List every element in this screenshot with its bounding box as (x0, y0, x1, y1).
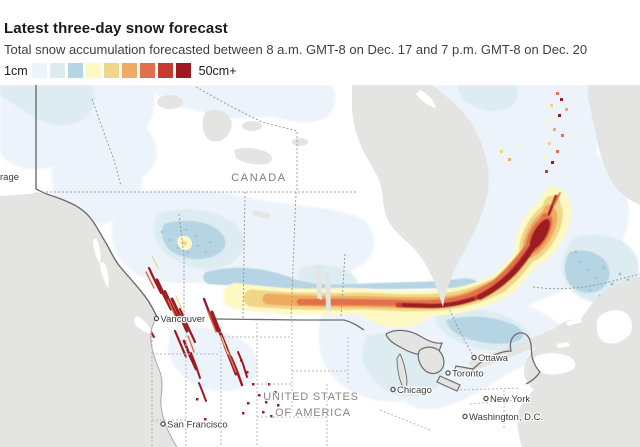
label-san-francisco: San Francisco (167, 420, 228, 431)
legend-swatch-8 (157, 63, 173, 78)
southampton-island (416, 90, 436, 108)
arctic-island-1 (157, 95, 183, 109)
chicago-dot (390, 386, 396, 393)
label-anchorage-partial: rage (0, 172, 19, 183)
vancouver-island (134, 316, 152, 334)
legend-swatch-6 (121, 63, 137, 78)
lake-athabasca (252, 210, 270, 219)
new-york-dot (483, 395, 489, 402)
panhandle-islands (100, 262, 109, 288)
ottawa-dot (471, 354, 477, 361)
solid-borders (35, 85, 541, 447)
city-markers (153, 315, 489, 427)
legend-min-label: 1cm (4, 63, 28, 78)
toronto-dot (445, 370, 451, 376)
newfoundland (596, 310, 632, 344)
san-francisco-dot (160, 421, 166, 427)
arctic-island-3 (292, 138, 308, 146)
label-ottawa: Ottawa (478, 353, 509, 364)
legend-swatch-3 (67, 63, 83, 78)
prince-edward-island (556, 342, 570, 348)
st-lawrence-river (468, 324, 572, 370)
lake-winnipeg (316, 264, 331, 312)
lake-michigan (396, 353, 408, 389)
color-legend: 1cm 50cm+ (4, 63, 636, 78)
davis-strait (588, 85, 640, 205)
vancouver-dot (153, 315, 160, 322)
lake-huron (417, 346, 445, 375)
legend-swatch-2 (49, 63, 65, 78)
label-new-york: New York (490, 394, 530, 405)
label-united-states-line2: OF AMERICA (275, 407, 351, 419)
haida-gwaii (93, 238, 101, 264)
hudson-bay-west-lowland (367, 135, 400, 159)
city-labels: Vancouver San Francisco Chicago Toronto … (159, 313, 544, 432)
bc-yellow-patch (177, 235, 193, 251)
label-vancouver: Vancouver (161, 314, 206, 325)
great-slave-lake (234, 147, 273, 165)
snow-band (223, 187, 572, 328)
pacific-ocean (0, 192, 177, 447)
legend-swatch-1 (31, 63, 47, 78)
us-canada-border-west (215, 318, 365, 331)
label-canada: CANADA (231, 172, 286, 184)
washington-dot (462, 413, 468, 420)
lake-ontario (453, 365, 474, 376)
page-subtitle: Total snow accumulation forecasted betwe… (4, 42, 588, 57)
anticosti-island (566, 318, 582, 326)
legend-swatch-7 (139, 63, 155, 78)
label-chicago: Chicago (397, 385, 432, 396)
great-bear-lake (202, 110, 232, 142)
legend-swatch-5 (103, 63, 119, 78)
great-lakes (385, 329, 474, 392)
label-united-states-line1: UNITED STATES (263, 391, 359, 403)
us-canada-border-east (472, 332, 541, 385)
arctic-island-2 (242, 121, 262, 131)
alaska-border-coast (35, 85, 158, 318)
lake-erie (436, 375, 461, 392)
legend-swatch-4 (85, 63, 101, 78)
legend-swatch-9 (175, 63, 191, 78)
islands (93, 90, 632, 375)
nova-scotia (533, 353, 576, 375)
legend-max-label: 50cm+ (198, 63, 237, 78)
us-west-coast (150, 316, 178, 447)
dotted-borders (42, 86, 640, 447)
label-washington: Washington, D.C. (469, 412, 543, 423)
water (0, 85, 640, 447)
label-toronto: Toronto (452, 369, 484, 380)
page-title: Latest three-day snow forecast (4, 20, 228, 37)
